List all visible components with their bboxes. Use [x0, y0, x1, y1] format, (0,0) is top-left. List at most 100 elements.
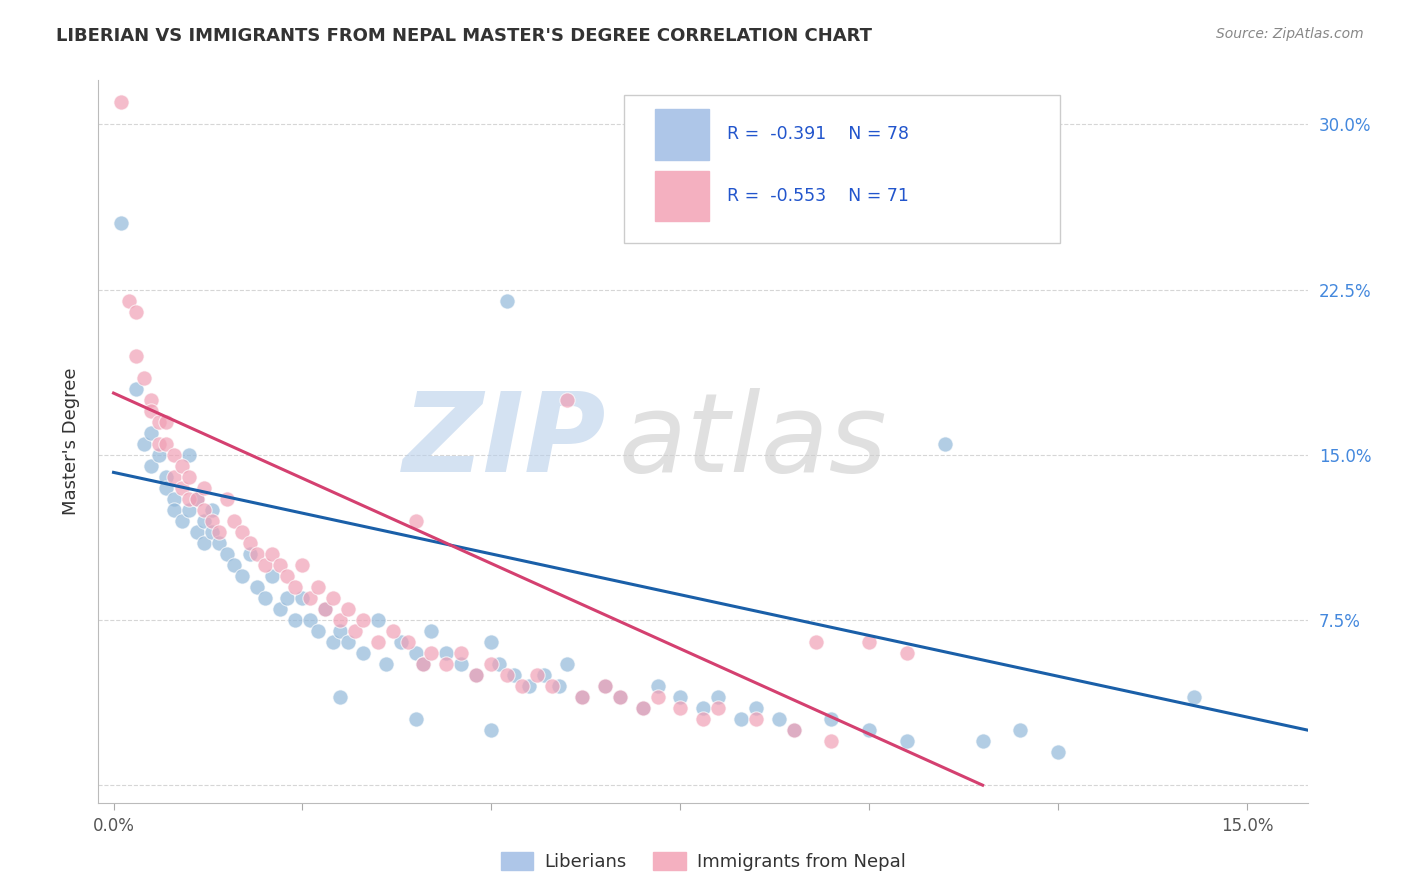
Point	[609, 690, 631, 704]
Point	[420, 624, 443, 638]
Point	[329, 690, 352, 704]
Point	[148, 436, 170, 450]
Point	[329, 624, 352, 638]
Point	[193, 536, 215, 550]
Point	[163, 503, 186, 517]
Point	[276, 591, 298, 605]
Point	[669, 690, 692, 704]
Point	[208, 536, 231, 550]
Point	[972, 734, 994, 748]
Text: LIBERIAN VS IMMIGRANTS FROM NEPAL MASTER'S DEGREE CORRELATION CHART: LIBERIAN VS IMMIGRANTS FROM NEPAL MASTER…	[56, 27, 872, 45]
Point	[307, 580, 329, 594]
Point	[269, 602, 291, 616]
Point	[201, 524, 224, 539]
Point	[336, 602, 359, 616]
Point	[132, 370, 155, 384]
Point	[555, 392, 578, 407]
Point	[179, 491, 201, 506]
Point	[125, 304, 148, 318]
Point	[269, 558, 291, 572]
Point	[896, 734, 918, 748]
Point	[374, 657, 396, 671]
Point	[382, 624, 405, 638]
Point	[125, 349, 148, 363]
Point	[647, 679, 669, 693]
Point	[806, 635, 828, 649]
Point	[246, 580, 269, 594]
Point	[141, 425, 163, 440]
Point	[155, 436, 177, 450]
Point	[276, 569, 298, 583]
Point	[503, 668, 526, 682]
Point	[481, 635, 503, 649]
Point	[224, 514, 246, 528]
Point	[262, 547, 284, 561]
Point	[434, 646, 457, 660]
Point	[118, 293, 141, 308]
Point	[669, 701, 692, 715]
FancyBboxPatch shape	[624, 95, 1060, 243]
Point	[541, 679, 564, 693]
Point	[193, 514, 215, 528]
Y-axis label: Master's Degree: Master's Degree	[62, 368, 80, 516]
Bar	[655, 170, 709, 221]
Point	[533, 668, 555, 682]
Text: atlas: atlas	[619, 388, 887, 495]
Point	[186, 524, 208, 539]
Point	[707, 701, 730, 715]
Point	[291, 558, 314, 572]
Point	[896, 646, 918, 660]
Point	[465, 668, 488, 682]
Point	[179, 470, 201, 484]
Point	[193, 503, 215, 517]
Point	[495, 668, 517, 682]
Point	[352, 613, 374, 627]
Point	[148, 448, 170, 462]
Point	[405, 646, 427, 660]
Point	[768, 712, 790, 726]
Point	[412, 657, 434, 671]
Point	[412, 657, 434, 671]
Point	[389, 635, 412, 649]
Point	[141, 403, 163, 417]
Point	[110, 95, 132, 110]
Point	[517, 679, 540, 693]
Point	[782, 723, 804, 738]
Point	[555, 657, 578, 671]
Point	[246, 547, 269, 561]
Point	[934, 436, 956, 450]
Point	[745, 701, 768, 715]
Point	[495, 293, 517, 308]
Point	[858, 635, 880, 649]
Point	[450, 646, 472, 660]
Point	[481, 723, 503, 738]
Point	[291, 591, 314, 605]
Point	[239, 536, 262, 550]
Point	[336, 635, 359, 649]
Point	[481, 657, 503, 671]
Point	[307, 624, 329, 638]
Point	[179, 503, 201, 517]
Point	[155, 470, 177, 484]
Point	[179, 448, 201, 462]
Point	[367, 613, 389, 627]
Point	[314, 602, 336, 616]
Point	[132, 436, 155, 450]
Point	[1047, 745, 1070, 759]
Point	[299, 591, 322, 605]
Point	[707, 690, 730, 704]
Point	[262, 569, 284, 583]
Point	[1010, 723, 1032, 738]
Point	[820, 734, 842, 748]
Point	[730, 712, 752, 726]
Point	[193, 481, 215, 495]
Text: R =  -0.391    N = 78: R = -0.391 N = 78	[727, 126, 910, 144]
Text: Source: ZipAtlas.com: Source: ZipAtlas.com	[1216, 27, 1364, 41]
Point	[420, 646, 443, 660]
Point	[782, 723, 804, 738]
Point	[367, 635, 389, 649]
Point	[396, 635, 419, 649]
Point	[820, 712, 842, 726]
Point	[201, 503, 224, 517]
Point	[322, 591, 344, 605]
